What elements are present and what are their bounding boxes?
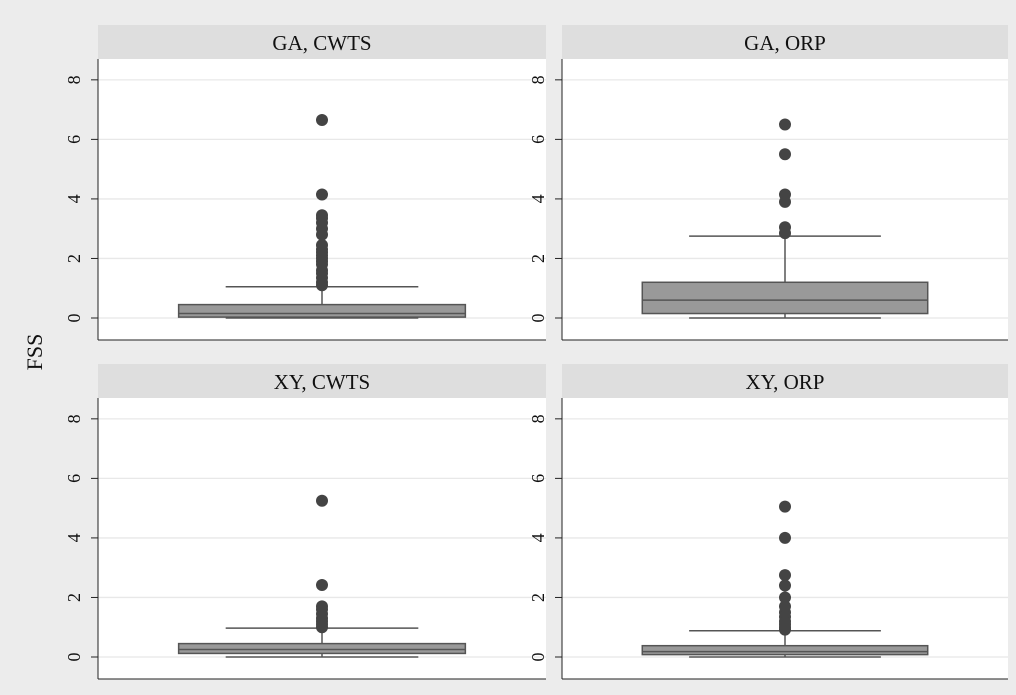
y-tick-label: 2 <box>528 593 548 602</box>
y-tick-label: 6 <box>64 474 84 483</box>
panel-title: GA, ORP <box>744 31 826 55</box>
panel: XY, CWTS 0 2 4 6 8 <box>64 364 546 680</box>
y-tick-label: 2 <box>64 593 84 602</box>
panel: XY, ORP 0 2 4 6 8 <box>528 364 1008 680</box>
outlier-point <box>779 148 791 161</box>
y-tick-label: 0 <box>528 653 548 662</box>
y-tick-label: 4 <box>528 194 548 203</box>
outlier-point <box>779 531 791 544</box>
box-iqr <box>177 303 467 318</box>
outlier-point <box>779 221 791 234</box>
panel-header <box>98 364 546 398</box>
panel-title: GA, CWTS <box>272 31 371 55</box>
outlier-point <box>779 600 791 613</box>
outlier-point <box>316 494 328 507</box>
box-iqr <box>641 644 929 656</box>
y-tick-label: 8 <box>528 75 548 84</box>
panel-header <box>562 364 1008 398</box>
outlier-point <box>316 239 328 252</box>
panel: GA, CWTS 0 2 4 6 8 <box>64 25 546 341</box>
outlier-point <box>779 118 791 131</box>
outlier-point <box>316 209 328 222</box>
y-tick-label: 8 <box>64 75 84 84</box>
y-tick-label: 6 <box>528 474 548 483</box>
y-tick-label: 2 <box>64 254 84 263</box>
box-iqr <box>177 642 467 655</box>
y-tick-label: 4 <box>64 194 84 203</box>
outlier-point <box>779 569 791 582</box>
y-tick-label: 6 <box>528 135 548 144</box>
panel-title: XY, ORP <box>746 370 825 394</box>
y-axis-title: FSS <box>22 334 47 371</box>
panel-header <box>98 25 546 59</box>
outlier-point <box>316 188 328 201</box>
outlier-point <box>316 578 328 591</box>
outlier-point <box>779 579 791 592</box>
box-iqr <box>641 281 929 315</box>
y-tick-label: 0 <box>64 653 84 662</box>
panel-header <box>562 25 1008 59</box>
y-tick-label: 8 <box>64 414 84 423</box>
panel: GA, ORP 0 2 4 6 8 <box>528 25 1008 341</box>
y-tick-label: 2 <box>528 254 548 263</box>
y-tick-label: 4 <box>64 533 84 542</box>
outlier-point <box>779 500 791 513</box>
y-tick-label: 6 <box>64 135 84 144</box>
outlier-point <box>316 114 328 127</box>
y-tick-label: 0 <box>528 314 548 323</box>
y-tick-label: 8 <box>528 414 548 423</box>
outlier-point <box>316 600 328 613</box>
panel-title: XY, CWTS <box>274 370 370 394</box>
y-tick-label: 0 <box>64 314 84 323</box>
outlier-point <box>779 188 791 201</box>
outlier-point <box>779 591 791 604</box>
y-tick-label: 4 <box>528 533 548 542</box>
